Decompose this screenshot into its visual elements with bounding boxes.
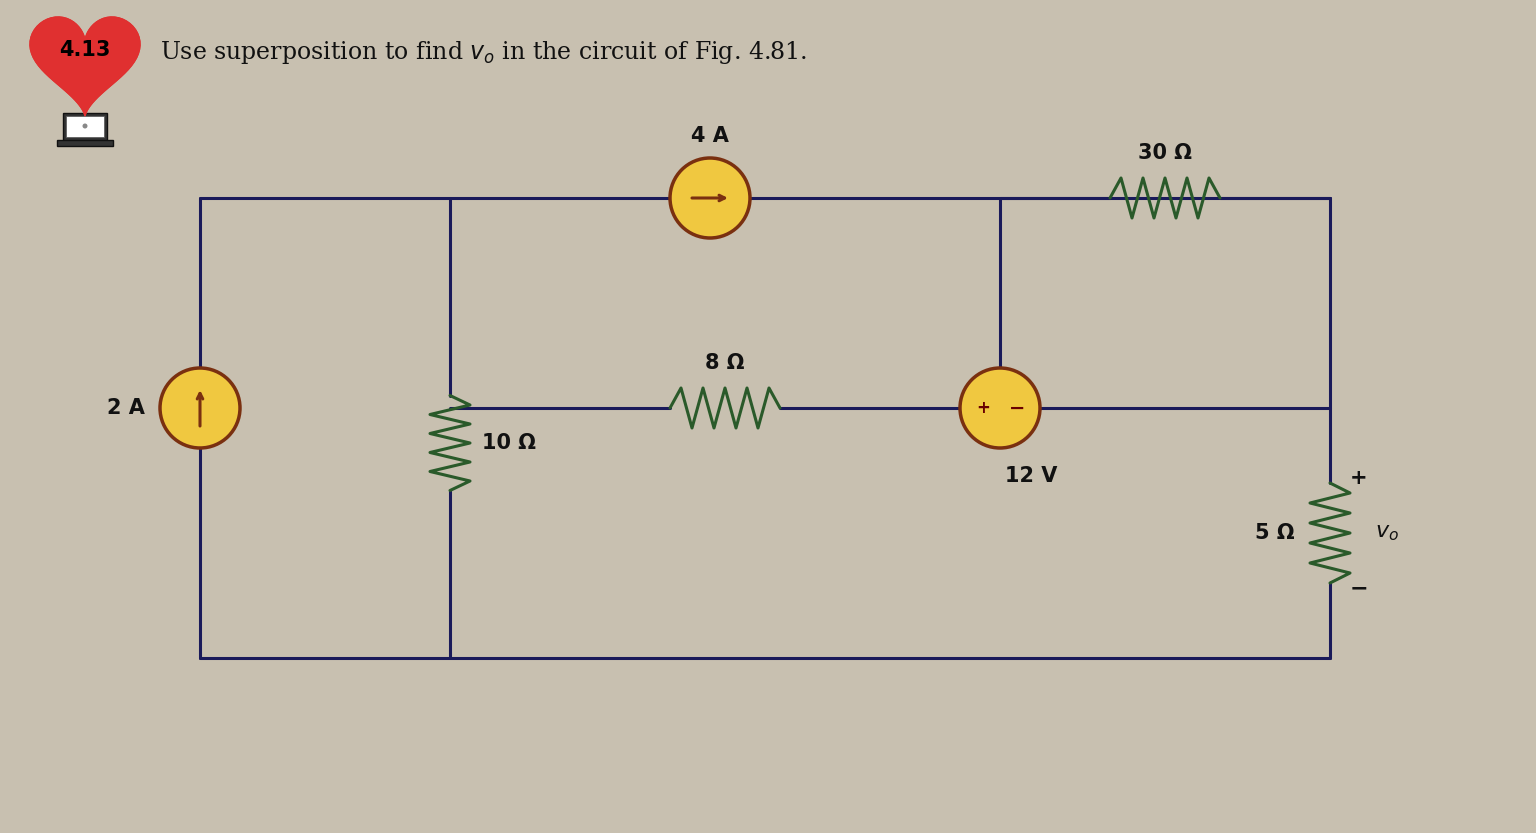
Text: 2 A: 2 A bbox=[108, 398, 144, 418]
Bar bbox=[66, 116, 104, 137]
Text: 4.13: 4.13 bbox=[60, 40, 111, 60]
Circle shape bbox=[160, 368, 240, 448]
Bar bbox=[63, 113, 108, 141]
Text: −: − bbox=[1009, 398, 1025, 417]
Text: Use superposition to find $v_o$ in the circuit of Fig. 4.81.: Use superposition to find $v_o$ in the c… bbox=[160, 39, 808, 67]
Polygon shape bbox=[31, 17, 140, 117]
Circle shape bbox=[670, 158, 750, 238]
Text: +: + bbox=[1350, 468, 1367, 488]
Bar bbox=[57, 140, 114, 146]
Text: 5 Ω: 5 Ω bbox=[1255, 523, 1295, 543]
Circle shape bbox=[960, 368, 1040, 448]
Text: −: − bbox=[1350, 578, 1369, 598]
Text: 30 Ω: 30 Ω bbox=[1138, 143, 1192, 163]
Text: $v_o$: $v_o$ bbox=[1375, 523, 1399, 543]
Text: 8 Ω: 8 Ω bbox=[705, 353, 745, 373]
Text: 4 A: 4 A bbox=[691, 126, 730, 146]
Text: 12 V: 12 V bbox=[1005, 466, 1057, 486]
Circle shape bbox=[83, 123, 88, 128]
Text: 10 Ω: 10 Ω bbox=[482, 433, 536, 453]
Text: +: + bbox=[977, 399, 991, 417]
